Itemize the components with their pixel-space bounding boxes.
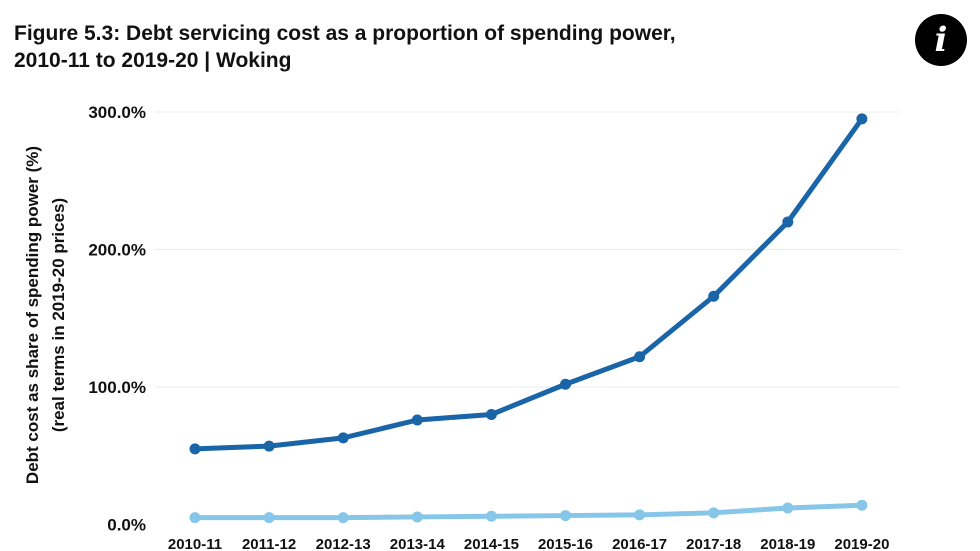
- data-point: [708, 290, 720, 302]
- data-point: [708, 507, 720, 519]
- data-point: [263, 440, 275, 452]
- y-axis-label-line-2: (real terms in 2019-20 prices): [49, 198, 68, 432]
- y-tick-label: 0.0%: [107, 516, 146, 535]
- y-tick-label: 300.0%: [88, 103, 146, 122]
- chart-title: Figure 5.3: Debt servicing cost as a pro…: [14, 20, 676, 74]
- y-tick-label: 200.0%: [88, 241, 146, 260]
- info-icon[interactable]: i: [915, 14, 967, 66]
- data-point: [634, 351, 646, 363]
- y-axis-label-line-1: Debt cost as share of spending power (%): [23, 146, 42, 484]
- data-point: [485, 510, 497, 522]
- data-point: [411, 511, 423, 523]
- data-point: [337, 432, 349, 444]
- data-point: [634, 509, 646, 521]
- x-tick-label: 2011-12: [242, 536, 296, 551]
- y-tick-label: 100.0%: [88, 378, 146, 397]
- data-point: [189, 443, 201, 455]
- title-line-2: 2010-11 to 2019-20 | Woking: [14, 49, 292, 72]
- x-tick-label: 2014-15: [464, 536, 519, 551]
- x-tick-label: 2013-14: [390, 536, 446, 551]
- x-tick-label: 2010-11: [168, 536, 222, 551]
- data-point: [560, 510, 571, 522]
- data-point: [560, 378, 571, 390]
- x-tick-label: 2019-20: [834, 536, 889, 551]
- data-point: [782, 502, 794, 514]
- data-point: [856, 499, 868, 511]
- data-point: [337, 512, 349, 524]
- title-line-1: Figure 5.3: Debt servicing cost as a pro…: [14, 22, 676, 45]
- series-line-1: [195, 502, 862, 521]
- x-tick-label: 2017-18: [686, 536, 741, 551]
- series-line-0: [194, 117, 864, 452]
- data-point: [263, 512, 275, 524]
- x-tick-label: 2015-16: [538, 536, 593, 551]
- data-point: [189, 512, 201, 524]
- x-tick-label: 2018-19: [760, 536, 815, 551]
- data-point: [856, 113, 868, 125]
- data-point: [782, 216, 794, 228]
- x-tick-label: 2012-13: [316, 536, 371, 551]
- data-point: [485, 409, 497, 420]
- data-point: [411, 414, 423, 426]
- x-tick-label: 2016-17: [612, 536, 667, 551]
